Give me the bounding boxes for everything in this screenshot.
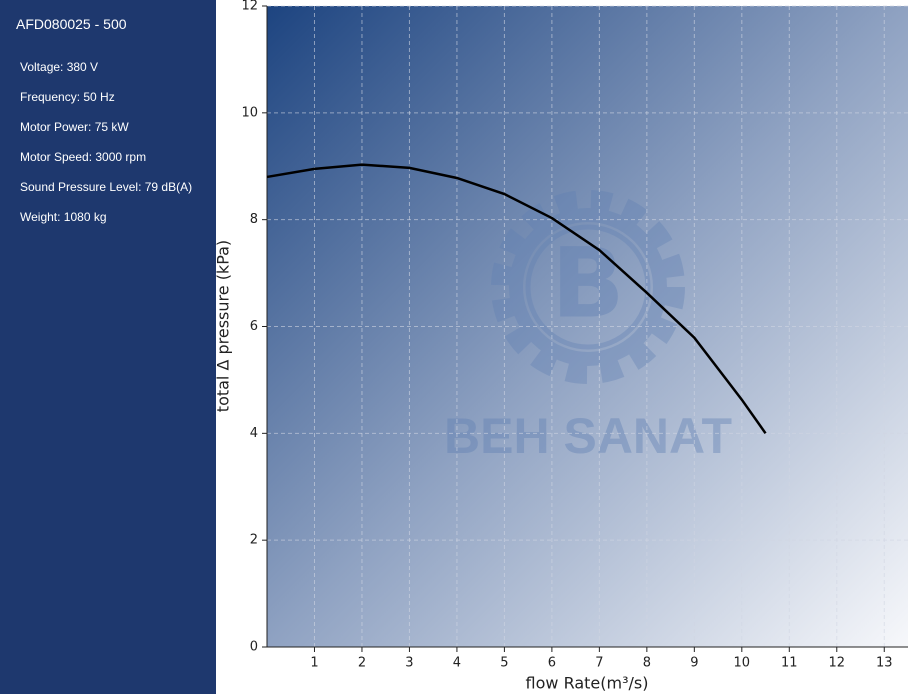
x-tick-label: 4 (453, 656, 461, 671)
y-axis-label: total Δ pressure (kPa) (214, 240, 233, 412)
spec-item: Voltage: 380 V (20, 60, 99, 74)
x-tick-label: 1 (310, 656, 318, 671)
x-tick-label: 8 (643, 656, 651, 671)
logo-letter: B (551, 227, 624, 339)
x-tick-label: 10 (734, 656, 751, 671)
product-title: AFD080025 - 500 (16, 16, 127, 32)
y-tick-label: 6 (250, 319, 258, 334)
sidebar: AFD080025 - 500 Voltage: 380 V Frequency:… (0, 0, 216, 694)
spec-item: Motor Power: 75 kW (20, 120, 129, 134)
x-tick-label: 7 (595, 656, 603, 671)
y-tick-label: 4 (250, 426, 258, 441)
x-tick-label: 2 (358, 656, 366, 671)
x-tick-label: 12 (829, 656, 846, 671)
y-tick-label: 0 (250, 640, 258, 655)
x-tick-label: 9 (690, 656, 698, 671)
y-tick-label: 8 (250, 212, 258, 227)
x-tick-label: 13 (876, 656, 893, 671)
y-tick-label: 12 (241, 0, 258, 14)
spec-item: Sound Pressure Level: 79 dB(A) (20, 180, 193, 194)
x-tick-label: 11 (781, 656, 798, 671)
spec-item: Frequency: 50 Hz (20, 90, 115, 104)
spec-item: Weight: 1080 kg (20, 210, 107, 224)
x-axis-label: flow Rate(m³/s) (526, 674, 649, 693)
x-tick-label: 6 (548, 656, 556, 671)
x-tick-label: 5 (500, 656, 508, 671)
spec-item: Motor Speed: 3000 rpm (20, 150, 147, 164)
logo (491, 190, 685, 384)
y-tick-label: 2 (250, 533, 258, 548)
data-line (266, 163, 767, 435)
x-tick-label: 3 (405, 656, 413, 671)
logo-text: BEH SANAT (444, 408, 732, 464)
y-tick-label: 10 (241, 105, 258, 120)
